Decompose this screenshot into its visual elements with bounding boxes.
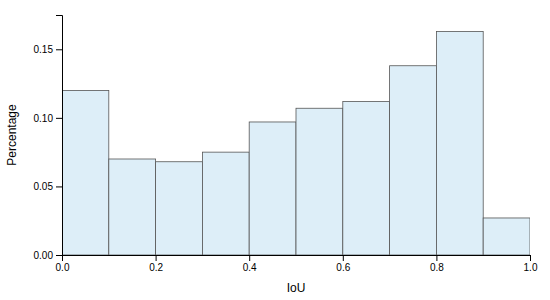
bar [109, 159, 156, 255]
y-axis: 0.00 0.05 0.10 0.15 [34, 16, 63, 261]
chart: 0.0 0.2 0.4 0.6 0.8 1.0 0.00 0.05 0.10 0.15 IoU Per… [0, 0, 550, 300]
y-tick-mark [56, 255, 62, 256]
x-tick: 0.2 [149, 255, 163, 273]
x-tick: 0.8 [430, 255, 444, 273]
x-tick: 1.0 [524, 255, 538, 273]
bar [202, 152, 249, 255]
bar [62, 90, 109, 255]
y-tick: 0.15 [34, 44, 62, 55]
x-tick-label: 0.2 [149, 262, 163, 273]
x-tick-mark [530, 255, 531, 261]
bar [483, 218, 530, 255]
x-tick: 0.6 [336, 255, 350, 273]
y-axis-title: Percentage [5, 104, 19, 166]
x-tick-mark [249, 255, 250, 261]
bars [62, 31, 530, 255]
y-tick-label: 0.05 [34, 181, 54, 192]
y-tick-mark [56, 186, 62, 187]
x-tick-mark [343, 255, 344, 261]
x-tick-label: 0.8 [430, 262, 444, 273]
x-tick-mark [156, 255, 157, 261]
y-tick: 0.10 [34, 113, 62, 124]
bar [296, 108, 343, 255]
y-tick-label: 0.15 [34, 44, 54, 55]
bar [436, 31, 483, 255]
y-axis-line [56, 16, 63, 256]
bar [156, 162, 203, 255]
x-tick-label: 0.6 [336, 262, 350, 273]
x-tick-mark [436, 255, 437, 261]
y-tick-mark [56, 118, 62, 119]
y-tick: 0.05 [34, 181, 62, 192]
bar [249, 122, 296, 255]
x-tick-label: 0.0 [56, 262, 70, 273]
bar [343, 101, 390, 255]
x-tick: 0.4 [243, 255, 257, 273]
x-axis: 0.0 0.2 0.4 0.6 0.8 1.0 [56, 255, 538, 273]
y-tick-label: 0.10 [34, 113, 54, 124]
x-tick-label: 1.0 [524, 262, 538, 273]
x-tick: 0.0 [56, 255, 70, 273]
y-tick: 0.00 [34, 250, 62, 261]
y-tick-label: 0.00 [34, 250, 54, 261]
x-axis-title: IoU [287, 281, 306, 295]
x-tick-label: 0.4 [243, 262, 257, 273]
plot: 0.0 0.2 0.4 0.6 0.8 1.0 0.00 0.05 0.10 0.15 [34, 16, 538, 274]
x-axis-line [63, 256, 531, 262]
y-tick-mark [56, 49, 62, 50]
bar [390, 66, 437, 255]
